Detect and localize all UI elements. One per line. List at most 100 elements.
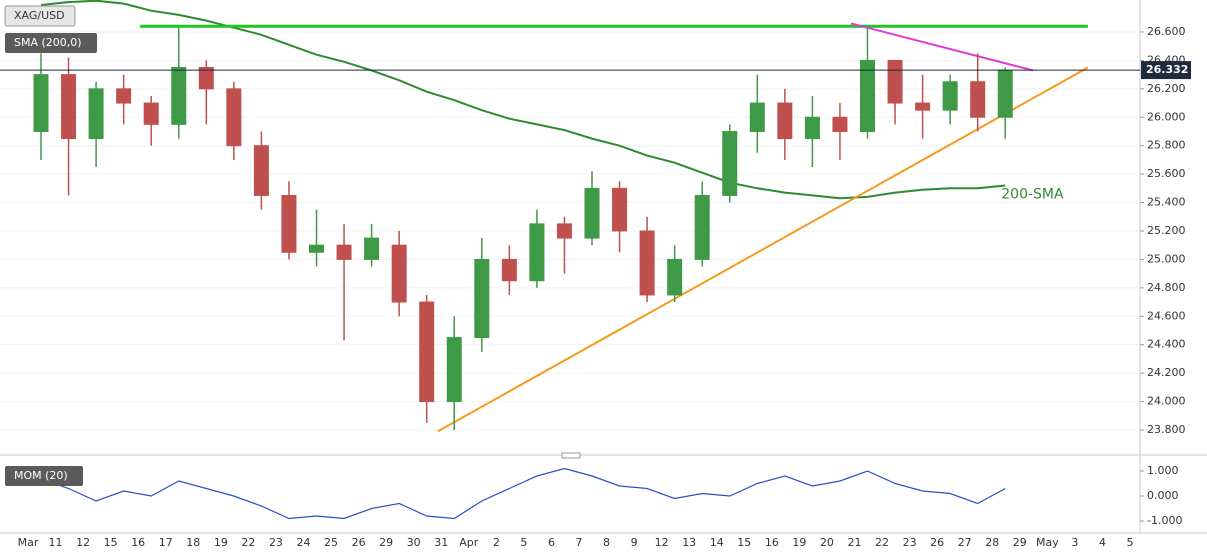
last-price-label: 26.332 [1146, 63, 1188, 76]
x-tick-label: 18 [186, 536, 200, 549]
symbol-box[interactable] [4, 5, 76, 27]
y-tick-label: 24.200 [1147, 366, 1186, 379]
x-tick-label: 26 [930, 536, 944, 549]
x-tick-label: 8 [603, 536, 610, 549]
x-tick-label: 29 [379, 536, 393, 549]
x-tick-label: 25 [324, 536, 338, 549]
x-tick-label: Apr [459, 536, 479, 549]
x-tick-label: 15 [104, 536, 118, 549]
momentum-line [40, 467, 1006, 520]
candle-body [584, 187, 600, 239]
x-tick-label: 30 [407, 536, 421, 549]
x-tick-label: 26 [352, 536, 366, 549]
candle-body [942, 81, 958, 111]
y-tick-label: 24.800 [1147, 281, 1186, 294]
x-tick-label: 2 [493, 536, 500, 549]
y-tick-label: 24.000 [1147, 395, 1186, 408]
plot-layers: 23.800 24.000 24.200 24.400 24.600 24.800 25.0… [0, 0, 1191, 549]
y-tick-label: 26.600 [1147, 25, 1186, 38]
x-tick-label: 29 [1013, 536, 1027, 549]
x-tick-label: 19 [214, 536, 228, 549]
panel-handle[interactable] [561, 452, 581, 459]
x-tick-label: 5 [520, 536, 527, 549]
candle-body [446, 337, 462, 403]
x-tick-label: 6 [548, 536, 555, 549]
candle-body [391, 244, 407, 303]
x-tick-label: 11 [49, 536, 63, 549]
y-tick-label: 25.200 [1147, 224, 1186, 237]
candle-body [116, 88, 132, 104]
x-tick-label: 12 [655, 536, 669, 549]
x-tick-label: 22 [241, 536, 255, 549]
y-tick-label: 0.000 [1147, 489, 1179, 502]
sma-line [40, 0, 1006, 200]
x-tick-label: 16 [765, 536, 779, 549]
y-tick-label: 23.800 [1147, 423, 1186, 436]
y-tick-label: 25.600 [1147, 167, 1186, 180]
x-tick-label: 14 [710, 536, 724, 549]
x-tick-label: 19 [792, 536, 806, 549]
x-tick-label: 21 [848, 536, 862, 549]
candle-body [143, 102, 159, 125]
x-tick-label: 13 [682, 536, 696, 549]
x-tick-label: 3 [1071, 536, 1078, 549]
candle-body [61, 74, 77, 140]
x-tick-label: 5 [1127, 536, 1134, 549]
candle-body [474, 258, 490, 339]
x-tick-label: 22 [875, 536, 889, 549]
y-tick-label: 26.200 [1147, 82, 1186, 95]
candle-body [336, 244, 352, 260]
candle-body [556, 223, 572, 239]
y-tick-label: -1.000 [1147, 514, 1182, 527]
candle-body [832, 116, 848, 132]
y-tick-label: 26.000 [1147, 110, 1186, 123]
candle-body [915, 102, 931, 111]
y-tick-label: 24.600 [1147, 309, 1186, 322]
x-tick-label: 31 [434, 536, 448, 549]
trend-line [850, 22, 1034, 72]
candle-body [612, 187, 628, 232]
x-tick-label: 12 [76, 536, 90, 549]
y-tick-label: 25.000 [1147, 252, 1186, 265]
x-tick-label: 24 [297, 536, 311, 549]
trend-line [437, 66, 1089, 433]
candle-body [364, 237, 380, 260]
symbol-title: XAG/USD [14, 9, 65, 22]
x-tick-label: 16 [131, 536, 145, 549]
sma-legend: SMA (200,0) [14, 36, 82, 49]
x-tick-label: 23 [269, 536, 283, 549]
candle-body [88, 88, 104, 140]
x-tick-label: 15 [737, 536, 751, 549]
candle-body [309, 244, 324, 253]
sma-annotation: 200-SMA [1001, 186, 1064, 202]
candle-body [501, 258, 517, 282]
y-tick-label: 24.400 [1147, 338, 1186, 351]
x-tick-label: 9 [631, 536, 638, 549]
y-tick-label: 25.400 [1147, 196, 1186, 209]
candle-body [860, 59, 875, 132]
y-tick-label: 25.800 [1147, 139, 1186, 152]
candle-body [722, 130, 738, 196]
candle-body [198, 67, 214, 90]
x-tick-label: 23 [903, 536, 917, 549]
x-tick-label: 17 [159, 536, 173, 549]
candle-body [226, 88, 242, 147]
mom-legend-box[interactable] [5, 466, 83, 486]
x-tick-label: 4 [1099, 536, 1106, 549]
candle-body [529, 223, 545, 282]
x-tick-label: 28 [985, 536, 999, 549]
x-tick-label: 20 [820, 536, 834, 549]
candle-body [777, 102, 793, 140]
candle-body [419, 301, 435, 403]
last-price-box [1141, 61, 1191, 80]
x-tick-label: 27 [958, 536, 972, 549]
sma-legend-box[interactable] [5, 33, 97, 53]
candle-body [33, 74, 49, 132]
candle-body [749, 102, 765, 132]
candle-body [171, 67, 187, 125]
x-tick-label: May [1036, 536, 1059, 549]
mom-legend: MOM (20) [14, 469, 68, 482]
candle-body [667, 258, 683, 296]
x-tick-label: 7 [576, 536, 583, 549]
